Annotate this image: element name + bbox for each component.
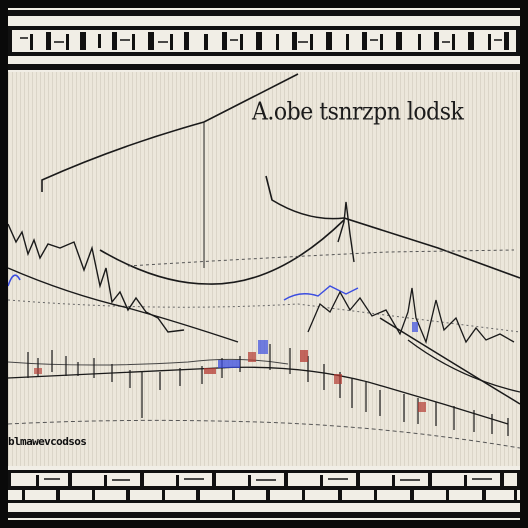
lower-band-line-2 (8, 358, 289, 366)
center-peak (337, 201, 355, 263)
right-slope-short (407, 339, 520, 393)
middle-arc-line (265, 175, 520, 279)
upper-ridge-line (41, 73, 299, 192)
blue-left-trace (8, 274, 21, 287)
right-slope-long (379, 317, 520, 405)
sketch-sheet: A.obe tsnrzpn lodsk blmawevcodsos (8, 8, 520, 520)
left-peaks (8, 223, 185, 333)
sketch-heading: A.obe tsnrzpn lodsk (252, 98, 464, 126)
color-blotches (34, 322, 426, 412)
top-ruled-band-graphics (8, 10, 520, 70)
left-slope (8, 267, 239, 343)
dashed-line-lower (8, 299, 520, 333)
blue-contour (283, 285, 359, 301)
dashed-line-upper (127, 249, 515, 267)
top-ruled-band (8, 8, 520, 72)
sketch-area: A.obe tsnrzpn lodsk blmawevcodsos (8, 72, 520, 466)
sketch-lines (8, 73, 520, 449)
right-hills (307, 287, 515, 345)
bottom-ground-line (8, 419, 520, 449)
bottom-ruled-band-graphics (8, 470, 520, 518)
bottom-ruled-band (8, 466, 520, 520)
valley-curve (99, 219, 345, 285)
sketch-caption: blmawevcodsos (8, 435, 87, 448)
lower-band-line (8, 366, 509, 425)
